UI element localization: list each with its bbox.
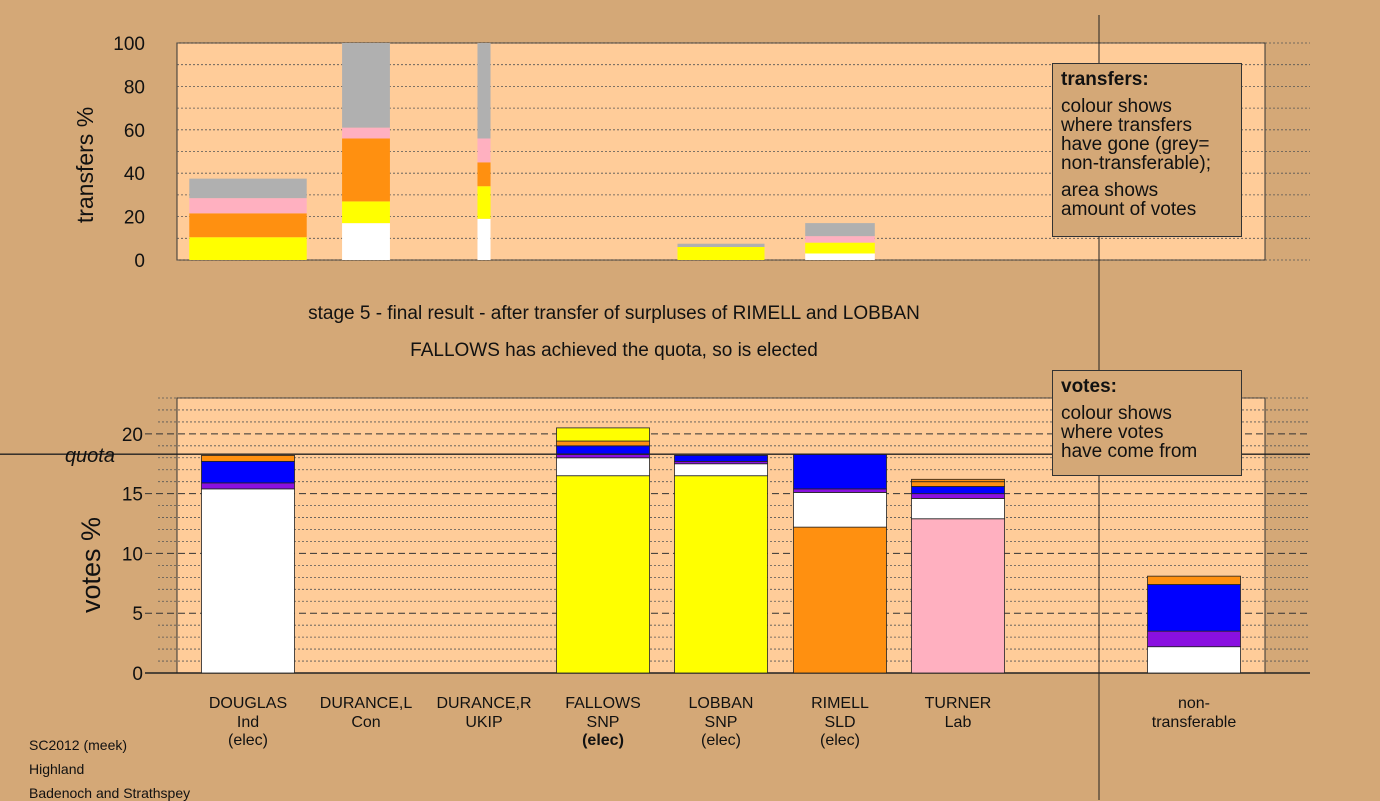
transfers-bar-segment: [677, 246, 765, 260]
votes-bar-segment: [793, 453, 887, 490]
votes-bar-segment: [911, 493, 1005, 499]
votes-bar-segment: [674, 454, 768, 462]
candidate-party-label: SNP: [587, 714, 620, 731]
candidate-party-label: Lab: [945, 714, 972, 731]
candidate-party-label: Con: [351, 714, 380, 731]
votes-bar-segment: [674, 475, 768, 674]
votes-bar-segment: [793, 488, 887, 493]
transfers-bar-segment: [805, 253, 875, 260]
transfers-y-tick-label: 0: [134, 251, 145, 272]
transfers-bar-segment: [477, 162, 491, 187]
votes-bar-segment: [674, 463, 768, 477]
footer-line: Highland: [29, 761, 85, 777]
votes-bar-segment: [911, 486, 1005, 495]
votes-legend: votes: colour shows where votes have com…: [1052, 370, 1242, 476]
stage-subtitle: FALLOWS has achieved the quota, so is el…: [410, 340, 818, 361]
quota-label: quota: [65, 445, 115, 467]
transfers-legend-line: have gone (grey=: [1061, 134, 1210, 155]
transfers-legend-line: amount of votes: [1061, 199, 1197, 220]
votes-y-axis-label: votes %: [76, 517, 106, 613]
candidate-name-label: RIMELL: [811, 695, 869, 712]
transfers-legend-line: area shows: [1061, 180, 1159, 201]
candidate-name-label: DURANCE,L: [320, 695, 413, 712]
votes-bar-segment: [556, 440, 650, 447]
candidate-party-label: SNP: [705, 714, 738, 731]
transfers-legend-title: transfers:: [1061, 69, 1149, 90]
votes-bar-segment: [1147, 575, 1241, 585]
votes-bar-segment: [793, 526, 887, 674]
transfers-bar-segment: [805, 242, 875, 254]
transfers-bar-segment: [189, 237, 307, 260]
votes-bar-segment: [1147, 584, 1241, 632]
stage-title: stage 5 - final result - after transfer …: [308, 303, 920, 324]
votes-bar-segment: [556, 475, 650, 674]
votes-bar-segment: [911, 478, 1005, 483]
transfers-legend-line: non-transferable);: [1061, 153, 1211, 174]
transfers-y-axis-label: transfers %: [72, 107, 98, 223]
transfers-bar-segment: [477, 218, 491, 260]
candidate-name-label: TURNER: [925, 695, 992, 712]
votes-bar-segment: [556, 445, 650, 455]
votes-y-tick-label: 0: [132, 664, 143, 685]
votes-y-tick-label: 10: [122, 544, 143, 565]
transfers-bar-segment: [342, 223, 390, 260]
votes-bar-segment: [201, 460, 295, 484]
transfers-bar-segment: [342, 127, 390, 139]
votes-y-tick-label: 5: [132, 604, 143, 625]
votes-y-tick-label: 20: [122, 425, 143, 446]
transfers-bar-segment: [477, 138, 491, 163]
transfers-legend-line: where transfers: [1061, 115, 1192, 136]
votes-bar-segment: [793, 492, 887, 528]
transfers-y-tick-label: 80: [124, 77, 145, 98]
candidate-status-label: (elec): [820, 732, 860, 749]
transfers-bar-segment: [342, 138, 390, 202]
candidate-name-label: LOBBAN: [689, 695, 754, 712]
votes-bar-segment: [911, 481, 1005, 487]
candidate-status-label: (elec): [701, 732, 741, 749]
transfers-bar-segment: [805, 236, 875, 243]
transfers-y-tick-label: 20: [124, 208, 145, 229]
transfers-y-tick-label: 40: [124, 164, 145, 185]
votes-bar-segment: [1147, 630, 1241, 648]
transfers-y-tick-label: 100: [113, 34, 145, 55]
votes-bar-segment: [201, 454, 295, 462]
votes-bar-segment: [201, 482, 295, 490]
votes-bar-segment: [556, 457, 650, 477]
footer-line: SC2012 (meek): [29, 737, 128, 753]
votes-bar-segment: [201, 488, 295, 674]
votes-legend-line: have come from: [1061, 441, 1198, 462]
transfers-bar-segment: [189, 178, 307, 199]
transfers-bar-segment: [677, 243, 765, 247]
candidate-party-label: SLD: [824, 714, 855, 731]
candidate-party-label: Ind: [237, 714, 259, 731]
footer-line: Badenoch and Strathspey: [29, 785, 191, 801]
transfers-legend-line: colour shows: [1061, 96, 1172, 117]
transfers-legend: transfers: colour shows where transfers …: [1052, 63, 1242, 237]
candidate-party-label: UKIP: [465, 714, 502, 731]
votes-y-tick-label: 15: [122, 485, 143, 506]
candidate-name-label: DOUGLAS: [209, 695, 287, 712]
transfers-bar-segment: [477, 43, 491, 139]
votes-bar-segment: [556, 427, 650, 442]
transfers-bar-segment: [189, 213, 307, 238]
votes-legend-line: where votes: [1061, 422, 1164, 443]
candidate-party-label: transferable: [1152, 714, 1237, 731]
votes-bar-segment: [1147, 646, 1241, 674]
candidate-name-label: DURANCE,R: [436, 695, 531, 712]
transfers-y-tick-label: 60: [124, 121, 145, 142]
candidate-name-label: non-: [1178, 695, 1210, 712]
candidate-status-label: (elec): [228, 732, 268, 749]
transfers-bar-segment: [342, 201, 390, 224]
candidate-name-label: FALLOWS: [565, 695, 641, 712]
transfers-bar-segment: [189, 198, 307, 214]
transfers-bar-segment: [477, 186, 491, 219]
candidate-status-label: (elec): [582, 732, 624, 749]
transfers-bar-segment: [805, 223, 875, 237]
votes-legend-title: votes:: [1061, 376, 1117, 397]
votes-bar-segment: [911, 498, 1005, 520]
votes-legend-line: colour shows: [1061, 403, 1172, 424]
transfers-bar-segment: [342, 43, 390, 128]
votes-bar-segment: [911, 518, 1005, 674]
